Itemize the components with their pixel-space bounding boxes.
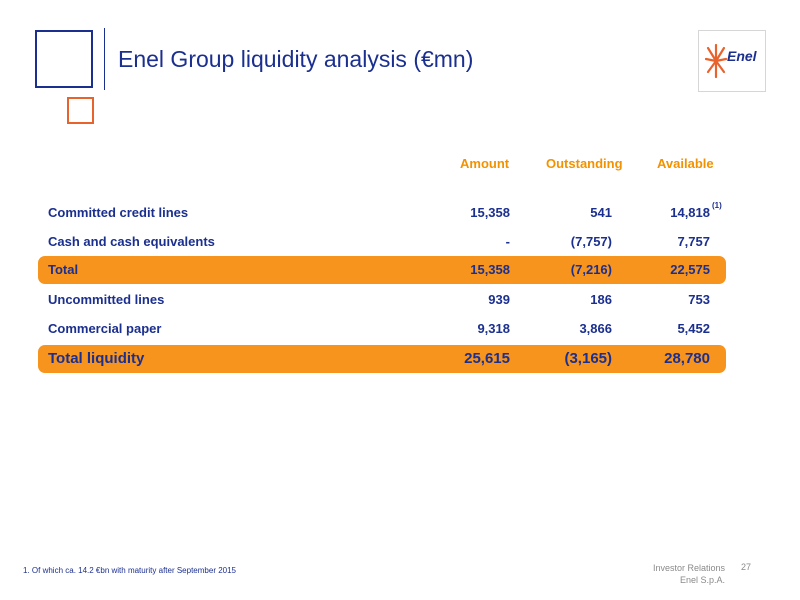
row-label: Cash and cash equivalents	[48, 234, 215, 249]
cell-amount: 9,318	[477, 321, 510, 336]
table-row: Committed credit lines 15,358 541 14,818	[38, 199, 726, 227]
table-row-total-liquidity: Total liquidity 25,615 (3,165) 28,780	[38, 345, 726, 373]
page-number: 27	[741, 562, 752, 572]
footnote: 1. Of which ca. 14.2 €bn with maturity a…	[23, 566, 236, 575]
enel-logo: Enel	[698, 30, 766, 92]
column-header-outstanding: Outstanding	[546, 156, 623, 171]
column-header-amount: Amount	[460, 156, 510, 171]
footer-department: Investor Relations	[652, 563, 725, 573]
row-label: Commercial paper	[48, 321, 162, 336]
column-header-available: Available	[657, 156, 714, 171]
cell-available: 22,575	[670, 262, 710, 277]
enel-sun-logo-icon	[705, 43, 727, 79]
table-row: Commercial paper 9,318 3,866 5,452	[38, 315, 726, 343]
cell-available: 5,452	[677, 321, 710, 336]
footer-company: Enel S.p.A.	[679, 575, 725, 585]
decorative-square-orange	[67, 97, 94, 124]
cell-outstanding: 186	[590, 292, 612, 307]
cell-available: 28,780	[664, 350, 710, 367]
cell-outstanding: (7,757)	[570, 234, 612, 249]
cell-outstanding: 541	[590, 205, 612, 220]
page-title: Enel Group liquidity analysis (€mn)	[118, 46, 474, 72]
row-label: Uncommitted lines	[48, 292, 165, 307]
decorative-square-blue	[35, 30, 93, 88]
cell-amount: 939	[488, 292, 510, 307]
cell-amount: -	[505, 234, 510, 249]
title-divider	[104, 28, 105, 90]
footer: Investor Relations Enel S.p.A.	[653, 562, 725, 586]
cell-outstanding: (3,165)	[564, 350, 612, 367]
cell-available: 753	[688, 292, 710, 307]
cell-amount: 15,358	[470, 205, 510, 220]
row-label: Committed credit lines	[48, 205, 189, 220]
table-row: Cash and cash equivalents - (7,757) 7,75…	[38, 228, 726, 256]
footnote-marker: (1)	[712, 201, 722, 210]
row-label: Total liquidity	[48, 350, 145, 367]
cell-available: 7,757	[677, 234, 710, 249]
table-row: Uncommitted lines 939 186 753	[38, 286, 726, 314]
row-label: Total	[48, 262, 79, 277]
cell-amount: 15,358	[470, 262, 510, 277]
logo-text: Enel	[727, 48, 757, 64]
cell-amount: 25,615	[464, 350, 510, 367]
cell-available: 14,818	[670, 205, 710, 220]
table-row-total: Total 15,358 (7,216) 22,575	[38, 256, 726, 284]
cell-outstanding: 3,866	[579, 321, 612, 336]
cell-outstanding: (7,216)	[570, 262, 612, 277]
